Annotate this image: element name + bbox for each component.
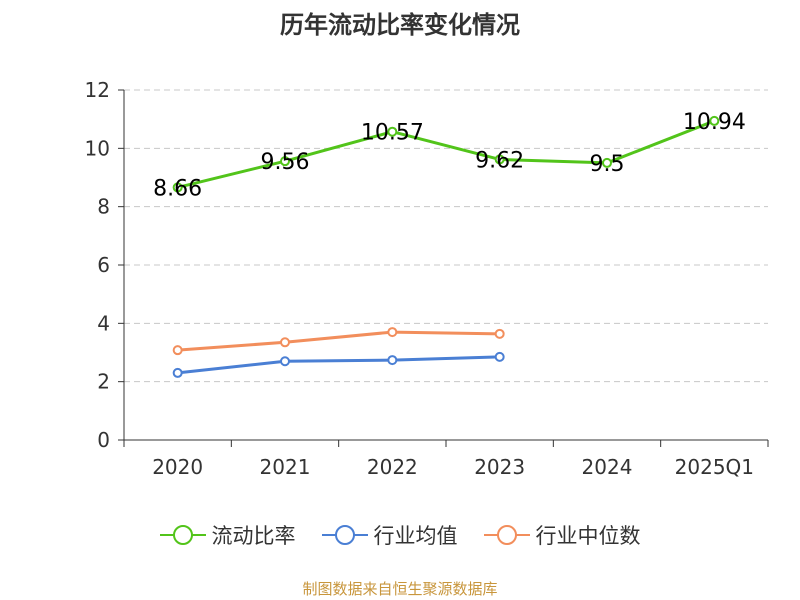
y-tick-label: 10 xyxy=(85,136,110,160)
x-tick-label: 2024 xyxy=(582,455,633,479)
legend-marker-icon xyxy=(321,525,368,545)
data-label: 10.94 xyxy=(683,110,746,135)
y-tick-label: 0 xyxy=(97,428,110,452)
data-label: 10.57 xyxy=(361,121,424,146)
data-point xyxy=(172,182,183,193)
y-tick-label: 4 xyxy=(97,311,110,335)
data-point xyxy=(172,367,183,378)
x-tick-label: 2022 xyxy=(367,455,418,479)
y-tick-label: 12 xyxy=(85,78,110,102)
legend-item-industry-median[interactable]: 行业中位数 xyxy=(483,520,641,550)
data-label: 9.62 xyxy=(475,148,524,173)
data-label: 8.66 xyxy=(153,176,202,201)
legend-marker-icon xyxy=(159,525,206,545)
chart-title: 历年流动比率变化情况 xyxy=(280,11,520,39)
series-lines xyxy=(172,115,720,378)
data-point xyxy=(494,154,505,165)
series-line xyxy=(177,330,500,352)
data-point xyxy=(709,115,720,126)
data-point xyxy=(494,351,505,362)
legend-label: 行业均值 xyxy=(373,524,458,548)
x-tick-label: 2025Q1 xyxy=(675,455,754,479)
series-line xyxy=(177,355,500,375)
y-tick-label: 6 xyxy=(97,253,110,277)
data-label: 9.56 xyxy=(261,150,310,175)
data-point xyxy=(172,345,183,356)
x-tick-label: 2021 xyxy=(260,455,311,479)
data-point xyxy=(387,327,398,338)
data-labels: 8.66 9.56 10.57 9.62 9.5 10.94 xyxy=(153,110,746,202)
x-tick-label: 2023 xyxy=(474,455,525,479)
legend-label: 流动比率 xyxy=(211,524,296,548)
legend: 流动比率 行业均值 行业中位数 xyxy=(0,520,800,550)
data-label: 9.5 xyxy=(590,152,625,177)
data-point xyxy=(602,157,612,168)
legend-item-current-ratio[interactable]: 流动比率 xyxy=(159,520,296,550)
y-tick-label: 2 xyxy=(97,370,110,394)
data-point xyxy=(280,337,290,348)
data-point xyxy=(387,355,398,366)
legend-item-industry-mean[interactable]: 行业均值 xyxy=(321,520,458,550)
legend-marker-icon xyxy=(483,525,530,545)
y-tick-label: 8 xyxy=(97,195,110,219)
data-point xyxy=(280,156,290,167)
axes: 0 2 4 6 8 10 12 2020 2021 2022 2023 2024 2025Q1 xyxy=(85,78,769,479)
series-line xyxy=(177,119,715,189)
data-point xyxy=(280,356,290,367)
legend-label: 行业中位数 xyxy=(535,524,641,548)
grid-lines xyxy=(124,89,768,383)
data-point xyxy=(387,126,398,137)
data-source: 制图数据来自恒生聚源数据库 xyxy=(302,580,498,598)
data-point xyxy=(494,328,505,339)
x-tick-label: 2020 xyxy=(152,455,203,479)
